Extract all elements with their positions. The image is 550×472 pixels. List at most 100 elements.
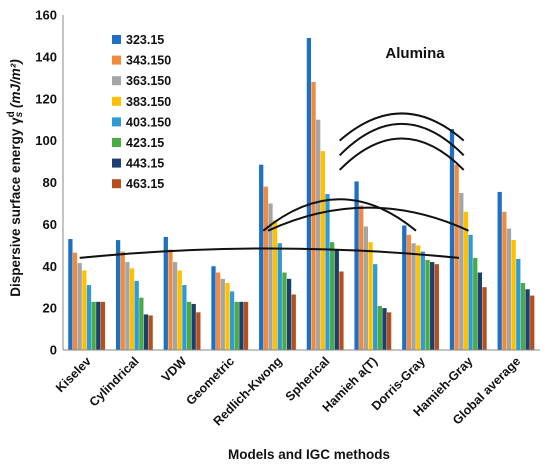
bar [191,303,196,350]
bar [263,186,268,350]
bar [363,226,369,350]
y-tick-label: 120 [35,91,57,106]
bar [459,192,464,350]
bar [243,301,249,350]
bar [320,151,325,350]
bar [277,243,282,350]
arcs-layer [79,112,469,259]
x-category-label: VDW [159,354,190,385]
bar [382,308,387,351]
bar [516,258,521,350]
bar [368,242,373,350]
bar [377,306,382,350]
legend-label: 463.15 [126,177,164,191]
bar [463,211,469,350]
bar [359,205,364,350]
annotation-arc [262,198,417,232]
bar [225,283,230,350]
bar [506,228,512,350]
bar [291,294,296,350]
annotation-arc [338,123,465,157]
bar [525,289,530,350]
legend-swatch [112,55,121,65]
bar [273,220,278,350]
bar [282,272,287,350]
legend-label: 443.15 [126,157,164,171]
legend-swatch [112,96,121,106]
bar [120,251,125,350]
legend-swatch [112,76,121,86]
chart-annotation: Alumina [385,45,445,62]
y-tick-label: 40 [43,259,57,274]
bar [420,251,426,350]
bar [434,264,439,350]
y-axis-title-sup: d [6,111,17,117]
bar [402,225,407,350]
legend: 323.15 343.150 363.150 383.150 403.150 423.15… [112,33,171,191]
annotation-arc [267,206,469,232]
bar [134,280,139,350]
bar [339,271,344,350]
y-axis-title: Dispersive surface energy γds (mJ/m²) [6,59,25,297]
bar [497,191,502,350]
bar [502,211,507,350]
bar [163,236,168,350]
legend-swatch [112,179,121,189]
annotation-arc [338,137,465,171]
bar [239,301,244,350]
bar [406,234,412,350]
bar [387,312,392,350]
bar [148,315,153,350]
y-axis-title-unit: (mJ/m²) [8,59,23,112]
bar [311,82,316,350]
bar [115,240,121,350]
y-tick-label: 160 [35,8,57,23]
bar [520,283,526,350]
bar [334,249,339,350]
x-category-label: Cylindrical [87,354,142,409]
axes-layer [62,15,540,351]
bar [177,270,182,350]
y-tick-label: 60 [43,217,57,232]
legend-swatch [112,35,121,44]
legend-swatch [112,158,121,168]
legend-label: 343.150 [126,54,171,68]
bar [125,262,130,350]
bar [182,285,187,350]
legend-label: 323.15 [126,33,164,47]
bar [477,272,483,350]
bar [220,278,225,350]
bar [373,264,378,350]
bar [530,295,535,350]
bar [172,262,178,350]
bar [306,38,312,350]
y-axis-title-sub: s [14,111,25,117]
bar [216,272,221,350]
bar [82,270,87,350]
x-category-label: Kiselev [53,354,94,395]
bar [411,243,416,350]
bar [86,285,92,350]
bar [229,291,235,351]
bar [449,129,455,350]
x-axis-title: Models and IGC methods [228,447,390,462]
bar [286,278,292,350]
bar [416,245,421,350]
bar [96,301,101,350]
bar [139,297,144,350]
bar [68,239,73,350]
bar [100,301,106,350]
annotation-arc [79,247,459,259]
bar [143,314,149,350]
bar [511,240,516,350]
bar [268,203,273,350]
bar [316,119,321,350]
bar [186,301,192,350]
legend-label: 423.15 [126,136,164,150]
y-axis-title-main: Dispersive surface energy γ [8,117,23,297]
y-tick-label: 20 [43,301,57,316]
bar [211,266,216,350]
bar [425,259,430,350]
